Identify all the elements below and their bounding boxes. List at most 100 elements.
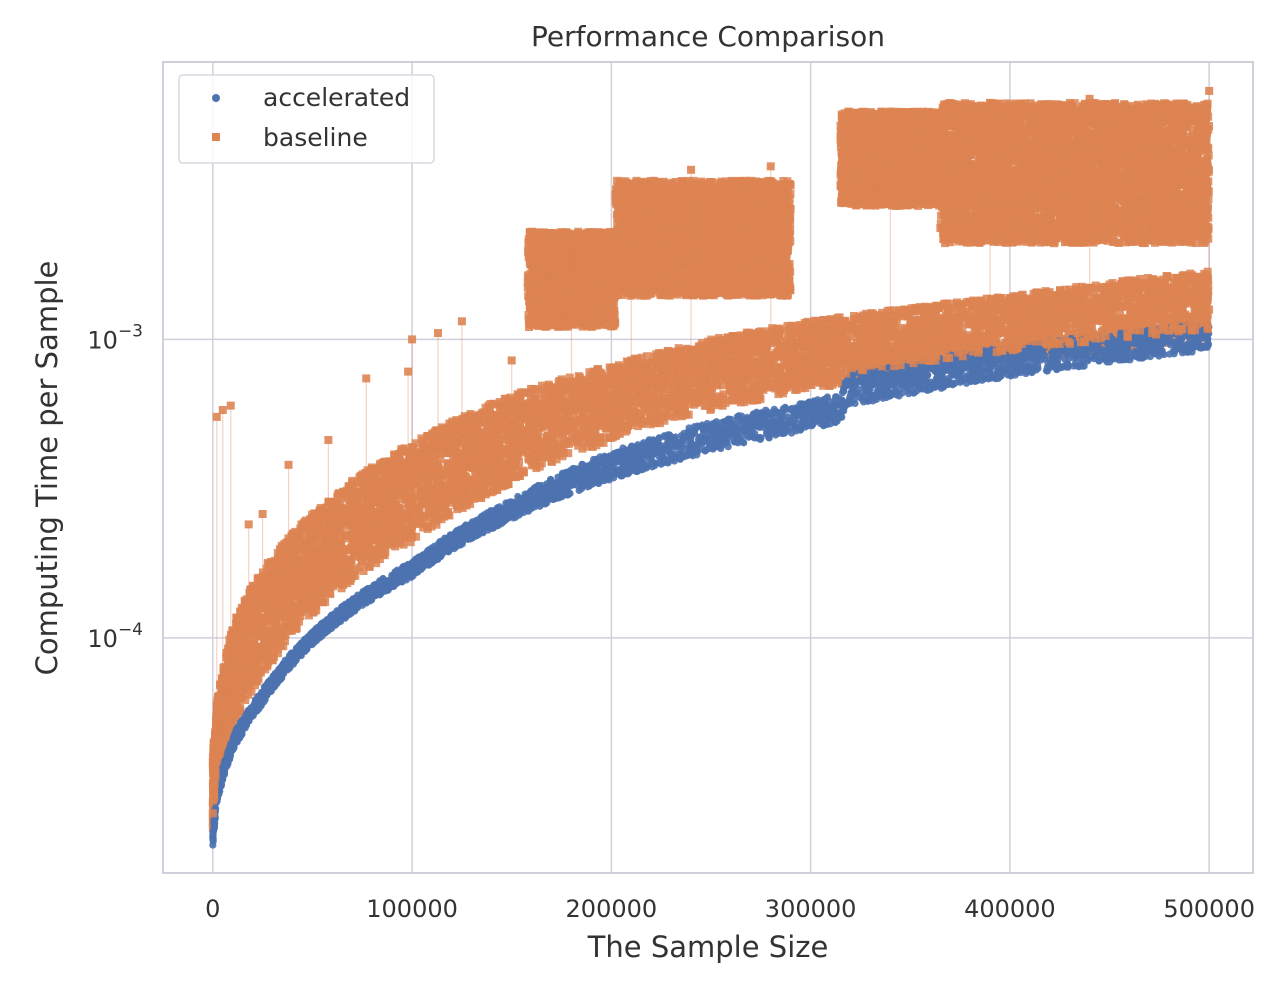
baseline-point — [616, 406, 625, 415]
baseline-point — [832, 372, 841, 381]
baseline-point — [245, 682, 254, 691]
baseline-point — [254, 674, 263, 683]
baseline-point — [445, 487, 454, 496]
baseline-point — [799, 343, 808, 352]
baseline-point — [625, 362, 634, 371]
baseline-point — [901, 338, 910, 347]
baseline-point — [437, 515, 446, 524]
baseline-point — [386, 485, 395, 494]
baseline-point — [489, 486, 498, 495]
data-layer — [208, 86, 1214, 849]
baseline-point — [271, 643, 280, 652]
baseline-point — [375, 555, 384, 564]
baseline-point — [334, 578, 343, 587]
baseline-point — [1056, 317, 1065, 326]
baseline-point — [783, 322, 792, 331]
baseline-point — [351, 565, 360, 574]
baseline-point — [667, 412, 676, 421]
baseline-point — [654, 410, 663, 419]
baseline-point — [547, 457, 556, 466]
baseline-point — [374, 542, 383, 551]
baseline-point — [326, 590, 335, 599]
baseline-point — [447, 482, 456, 491]
baseline-point — [553, 434, 562, 443]
baseline-point — [963, 307, 972, 316]
baseline-point — [600, 433, 609, 442]
baseline-point — [568, 432, 577, 441]
baseline-point — [432, 501, 441, 510]
baseline-point — [265, 592, 274, 601]
baseline-point — [822, 367, 831, 376]
baseline-point — [462, 481, 471, 490]
baseline-point — [684, 400, 693, 409]
baseline-point — [634, 422, 643, 431]
baseline-point — [259, 650, 268, 659]
baseline-point — [552, 455, 561, 464]
baseline-point — [484, 420, 493, 429]
baseline-point — [399, 540, 408, 549]
baseline-point — [934, 322, 943, 331]
baseline-point — [427, 522, 436, 531]
baseline-point — [768, 324, 777, 333]
baseline-point — [728, 396, 737, 405]
baseline-point — [714, 393, 723, 402]
baseline-point — [479, 478, 488, 487]
baseline-point — [247, 687, 256, 696]
baseline-point — [486, 400, 495, 409]
baseline-point — [253, 668, 262, 677]
baseline-point — [718, 394, 727, 403]
baseline-point — [706, 405, 715, 414]
baseline-point — [1097, 282, 1106, 291]
baseline-point — [579, 405, 588, 414]
baseline-point — [839, 375, 848, 384]
baseline-point — [615, 385, 624, 394]
baseline-point — [328, 579, 337, 588]
baseline-point — [774, 390, 783, 399]
baseline-point — [663, 385, 672, 394]
baseline-point — [848, 332, 857, 341]
baseline-point — [265, 643, 274, 652]
baseline-point — [646, 420, 655, 429]
baseline-point — [662, 410, 671, 419]
baseline-point — [590, 435, 599, 444]
baseline-point — [995, 317, 1004, 326]
baseline-point — [349, 549, 358, 558]
baseline-point — [569, 423, 578, 432]
baseline-point — [753, 368, 762, 377]
baseline-point — [393, 538, 402, 547]
baseline-point — [466, 410, 475, 419]
baseline-point — [699, 365, 708, 374]
baseline-point — [1006, 320, 1015, 329]
baseline-point — [485, 441, 494, 450]
baseline-point — [1203, 291, 1212, 300]
baseline-point — [1183, 312, 1192, 321]
baseline-point — [348, 478, 357, 487]
baseline-point — [767, 369, 776, 378]
baseline-point — [341, 516, 350, 525]
baseline-point — [574, 441, 583, 450]
baseline-point — [588, 442, 597, 451]
baseline-point — [357, 557, 366, 566]
baseline-point — [1032, 296, 1041, 305]
baseline-point — [556, 449, 565, 458]
baseline-point — [612, 374, 621, 383]
baseline-point — [605, 381, 614, 390]
baseline-point — [463, 492, 472, 501]
baseline-point — [1119, 292, 1128, 301]
baseline-point — [358, 519, 367, 528]
baseline-point — [469, 421, 478, 430]
baseline-point — [279, 642, 288, 651]
baseline-point — [248, 675, 257, 684]
baseline-point — [310, 586, 319, 595]
baseline-point — [741, 395, 750, 404]
baseline-point — [792, 385, 801, 394]
baseline-point — [930, 313, 939, 322]
baseline-point — [466, 475, 475, 484]
baseline-point — [825, 381, 834, 390]
baseline-point — [499, 466, 508, 475]
baseline-point — [656, 419, 665, 428]
baseline-point — [258, 663, 267, 672]
baseline-point — [320, 521, 329, 530]
baseline-point — [677, 412, 686, 421]
baseline-point — [657, 358, 666, 367]
